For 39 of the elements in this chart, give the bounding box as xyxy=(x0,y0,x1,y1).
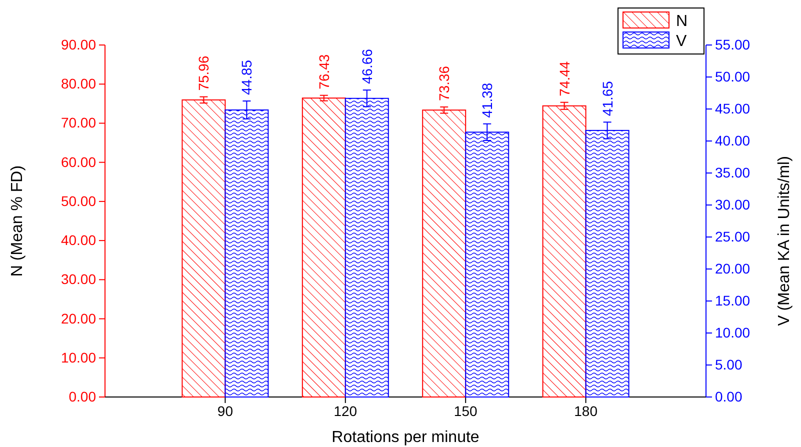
legend-label: V xyxy=(676,33,687,50)
x-tick-label: 150 xyxy=(454,402,478,419)
x-axis-title: Rotations per minute xyxy=(332,429,480,446)
y2-tick-label: 15.00 xyxy=(715,292,750,308)
data-label: 74.44 xyxy=(556,61,572,96)
y-tick-label: 0.00 xyxy=(68,388,96,404)
x-tick-label: 180 xyxy=(574,402,598,419)
data-label: 73.36 xyxy=(436,66,452,101)
data-label: 46.66 xyxy=(358,48,375,84)
y-tick-label: 60.00 xyxy=(60,154,96,170)
data-label: 41.38 xyxy=(479,82,496,118)
y-tick-label: 30.00 xyxy=(60,271,96,288)
y-tick-label: 80.00 xyxy=(60,76,96,92)
y-tick-label: 40.00 xyxy=(60,232,96,248)
y-tick-label: 20.00 xyxy=(60,310,96,326)
legend-label: N xyxy=(676,13,688,30)
data-label: 76.43 xyxy=(316,54,332,90)
y2-tick-label: 30.00 xyxy=(715,196,750,212)
y2-tick-label: 0.00 xyxy=(715,388,742,404)
data-label: 75.96 xyxy=(196,56,212,91)
y2-tick-label: 20.00 xyxy=(715,260,750,276)
y2-axis-title: V (Mean KA in Units/ml) xyxy=(776,156,793,326)
y2-tick-label: 50.00 xyxy=(715,68,750,84)
y2-tick-label: 5.00 xyxy=(715,356,742,372)
data-label: 41.65 xyxy=(599,80,616,116)
y2-tick-label: 10.00 xyxy=(715,324,750,340)
y-tick-label: 70.00 xyxy=(60,114,96,131)
y2-tick-label: 45.00 xyxy=(715,100,750,116)
y-axis-title: N (Mean % FD) xyxy=(9,165,26,277)
data-label: 44.85 xyxy=(238,60,255,95)
y2-tick-label: 25.00 xyxy=(715,228,750,244)
y-tick-label: 50.00 xyxy=(60,192,96,209)
y2-tick-label: 40.00 xyxy=(715,132,750,148)
x-tick-label: 120 xyxy=(334,402,358,419)
y-tick-label: 90.00 xyxy=(60,36,96,52)
y2-tick-label: 35.00 xyxy=(715,164,750,180)
y2-tick-label: 55.00 xyxy=(715,36,750,52)
y-tick-label: 10.00 xyxy=(60,349,96,366)
x-tick-label: 90 xyxy=(217,402,234,419)
